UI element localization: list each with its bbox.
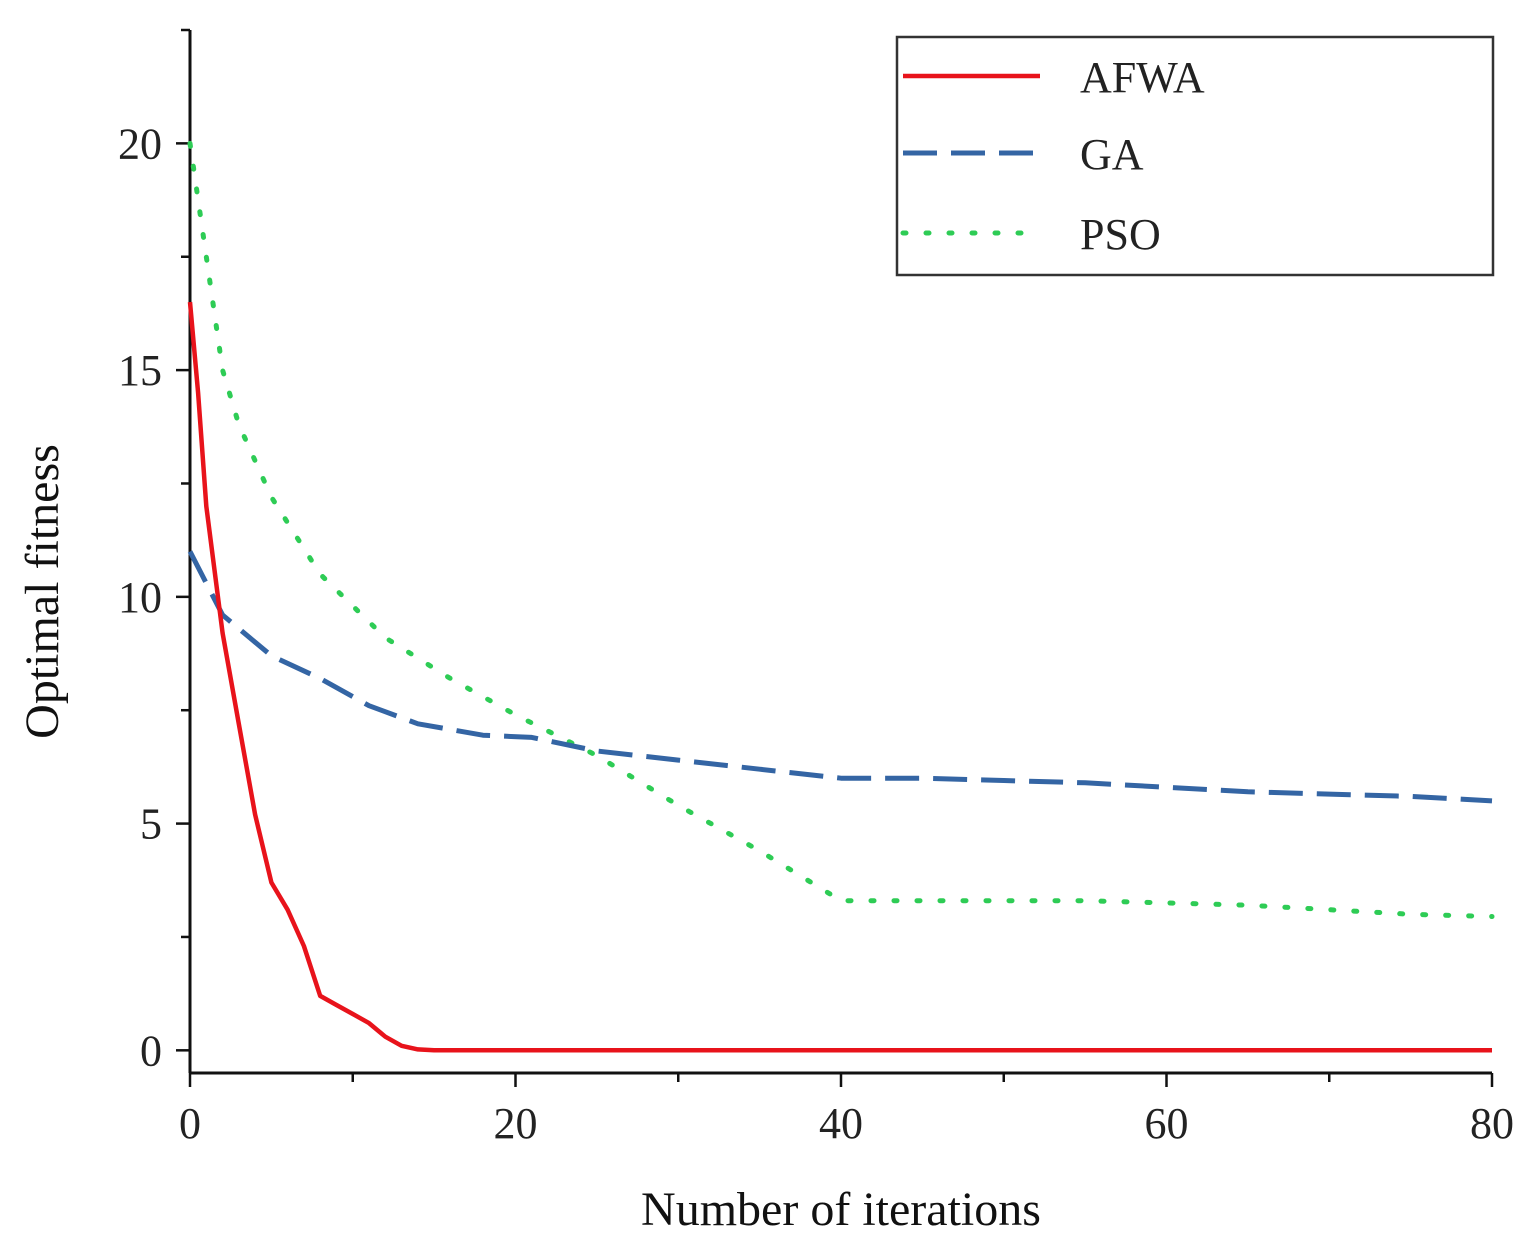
y-tick-label: 0 [140,1026,162,1075]
x-axis-title: Number of iterations [641,1183,1041,1236]
series-line-afwa [187,301,1492,1053]
legend-label-afwa: AFWA [1080,53,1205,102]
legend-label-ga: GA [1080,130,1144,179]
x-tick-label: 80 [1470,1099,1514,1148]
series-layer [187,140,1495,1053]
x-tick-label: 60 [1145,1099,1189,1148]
y-axis-title: Optimal fitness [16,444,69,739]
y-tick-label: 5 [140,800,162,849]
legend: AFWA GA PSO [895,35,1495,277]
y-tick-label: 15 [118,346,162,395]
legend-label-pso: PSO [1080,210,1161,259]
x-tick-label: 40 [819,1099,863,1148]
ticks: 0 20 40 60 80 0 5 10 15 20 [118,28,1514,1148]
series-line-ga [187,550,1493,804]
x-tick-label: 0 [179,1099,201,1148]
y-tick-label: 10 [118,573,162,622]
x-tick-label: 20 [494,1099,538,1148]
series-line-pso [187,140,1495,919]
y-tick-label: 20 [118,119,162,168]
